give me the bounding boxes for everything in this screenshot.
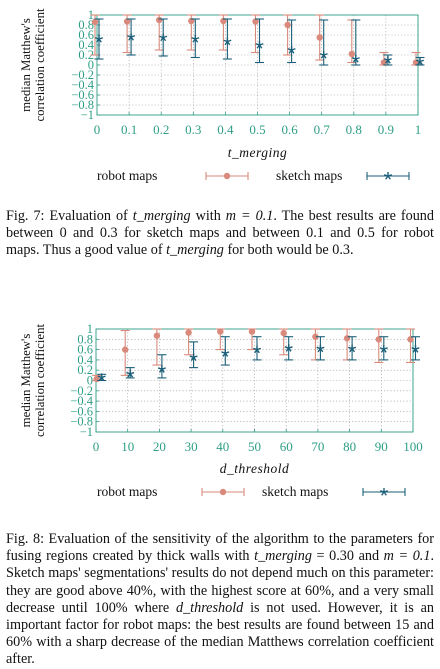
caption-text: = 0.30 and — [312, 548, 379, 564]
data-point — [349, 51, 355, 57]
figure-7: 1 0.8 0.6 0.4 0.2 0 −0.2 −0.4 −0.6 −0.8 −1 0 0.1 0.2 0… — [0, 0, 440, 194]
data-point — [344, 335, 350, 341]
x-tick-label: 1 — [415, 122, 422, 137]
x-tick-label: 40 — [216, 439, 229, 454]
grid — [96, 329, 413, 432]
x-tick-label: 20 — [153, 439, 166, 454]
legend-marker — [384, 172, 392, 179]
series-robot-maps — [91, 15, 421, 66]
figure-8-caption: Fig. 8: Evaluation of the sensitivity of… — [6, 531, 434, 669]
legend-label: sketch maps — [276, 168, 342, 183]
legend: robot maps sketch maps — [97, 484, 405, 499]
data-point — [156, 17, 162, 23]
legend-marker — [380, 488, 388, 495]
data-point — [249, 328, 255, 334]
x-tick-label: 70 — [311, 439, 324, 454]
d-threshold-chart: 10.80.60.40.20−0.2−0.4−0.6−0.8−10 10 20 30 4… — [0, 312, 440, 512]
data-point — [317, 34, 323, 40]
legend-label: robot maps — [97, 168, 157, 183]
y-axis-label: median Matthew'scorrelation coefficient — [19, 8, 47, 122]
x-tick-label: 80 — [343, 439, 356, 454]
caption-text: with — [191, 208, 221, 224]
legend: robot maps sketch maps — [97, 168, 409, 183]
caption-text: Fig. 7: Evaluation of — [6, 208, 128, 224]
x-tick-label: 30 — [185, 439, 198, 454]
x-tick-label: 60 — [280, 439, 293, 454]
x-tick-label: 0.9 — [378, 122, 394, 137]
data-point — [284, 22, 290, 28]
caption-math: m = 0.1 — [226, 208, 274, 224]
y-axis-label-line: median Matthew's — [19, 334, 33, 428]
x-tick-label: 0 — [94, 122, 101, 137]
y-tick-label: −1 — [80, 425, 93, 439]
caption-variable: t_merging — [166, 242, 224, 258]
y-axis-label-line: correlation coefficient — [33, 324, 47, 438]
legend-marker — [220, 489, 226, 495]
caption-variable: t_merging — [254, 548, 312, 564]
data-point — [217, 328, 223, 334]
x-tick-label: 0.5 — [249, 122, 265, 137]
legend-label: sketch maps — [262, 484, 328, 499]
x-tick-label: 0.1 — [121, 122, 137, 137]
data-point — [154, 332, 160, 338]
x-axis-label: t_merging — [228, 145, 288, 160]
caption-variable: d_threshold — [176, 600, 243, 616]
data-point — [185, 329, 191, 335]
figure-7-caption: Fig. 7: Evaluation of t_merging with m =… — [6, 208, 434, 260]
x-tick-label: 100 — [403, 439, 423, 454]
y-tick-label: −1 — [81, 108, 94, 122]
x-tick-label: 90 — [375, 439, 388, 454]
caption-text: for both would be 0.3. — [224, 242, 354, 258]
x-tick-label: 10 — [121, 439, 134, 454]
y-axis-label-line: median Matthew's — [19, 18, 33, 112]
x-tick-label: 0.4 — [217, 122, 234, 137]
y-axis-label: median Matthew'scorrelation coefficient — [19, 324, 47, 438]
x-tick-label: 0.3 — [185, 122, 201, 137]
data-point — [122, 346, 128, 352]
x-tick-label: 0.6 — [281, 122, 298, 137]
caption-variable: t_merging — [133, 208, 191, 224]
x-tick-label: 50 — [248, 439, 261, 454]
series-sketch-maps — [97, 337, 420, 381]
series-sketch-maps — [95, 19, 425, 65]
x-tick-label: 0.2 — [153, 122, 169, 137]
legend-label: robot maps — [97, 484, 157, 499]
figure-8: 1 0.8 0.6 0.4 0.2 0 −0.2 −0.4 −0.6 −0.8 −1 0 10 20 30 4… — [0, 312, 440, 512]
caption-math: m = 0.1 — [384, 548, 431, 564]
x-axis-label: d_threshold — [220, 461, 290, 476]
t-merging-chart: 10.80.60.40.20−0.2−0.4−0.6−0.8−10 0.1 0.2 0… — [0, 0, 440, 194]
data-point — [92, 19, 98, 25]
legend-marker — [224, 173, 230, 179]
x-tick-label: 0.8 — [346, 122, 362, 137]
x-tick-label: 0 — [93, 439, 100, 454]
y-axis-label-line: correlation coefficient — [33, 8, 47, 122]
x-tick-label: 0.7 — [314, 122, 331, 137]
grid — [97, 15, 418, 115]
data-point — [281, 330, 287, 336]
